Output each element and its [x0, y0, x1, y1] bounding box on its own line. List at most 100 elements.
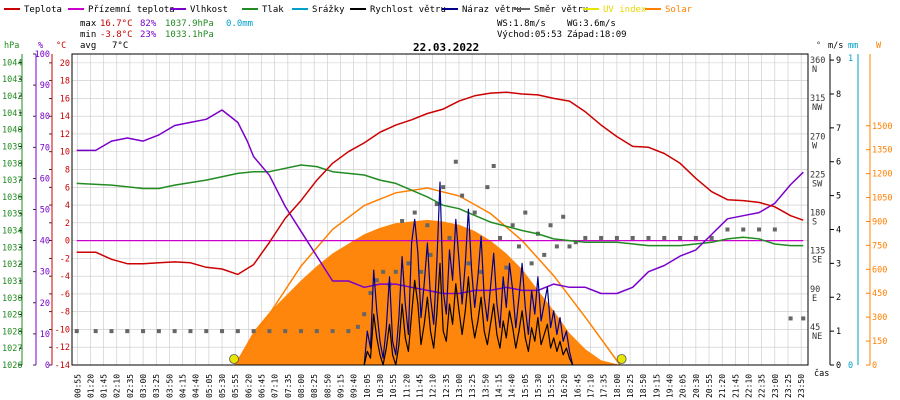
x-tick-label-48: 20:55: [705, 374, 714, 398]
wind-dir-point-34: [453, 159, 458, 164]
tick-dir-6: 90: [810, 285, 820, 295]
tick-rain-0: 1: [848, 54, 853, 64]
tick-dir-name-2: W: [812, 141, 818, 151]
tick-dir-0: 360: [810, 56, 825, 66]
tick-solar-7: 450: [872, 289, 887, 299]
tick-dir-name-3: SW: [812, 179, 823, 189]
wind-dir-point-48: [542, 252, 547, 257]
tick-dir-1: 315: [810, 94, 825, 104]
wind-dir-point-12: [267, 329, 272, 334]
x-tick-label-19: 08:50: [323, 374, 332, 398]
x-tick-label-13: 06:20: [244, 374, 253, 398]
uv-marker-0: [229, 354, 239, 364]
tick-rain-1: 0: [848, 361, 853, 371]
legend: Teplota Přízemní teplota Vlhkost Tlak Sr…: [4, 5, 693, 15]
wind-dir-point-14: [299, 329, 304, 334]
tick-hum-10: 0: [45, 361, 50, 371]
wind-direction-series: [74, 159, 806, 334]
x-tick-label-35: 15:30: [534, 374, 543, 398]
stat-min-press: 1033.1hPa: [165, 30, 214, 40]
wind-dir-point-41: [498, 235, 503, 240]
x-tick-label-5: 03:00: [139, 374, 148, 398]
x-tick-label-23: 10:30: [376, 374, 385, 398]
x-tick-label-9: 04:40: [192, 374, 201, 398]
tick-dir-2: 270: [810, 132, 825, 142]
x-tick-label-17: 08:00: [297, 374, 306, 398]
wind-dir-point-2: [109, 329, 114, 334]
tick-solar-1: 1350: [872, 146, 892, 156]
x-tick-label-27: 12:10: [429, 374, 438, 398]
legend-label-tlak: Tlak: [262, 5, 284, 15]
tick-press-9: 1035: [2, 210, 22, 220]
legend-label-uv-index: UV index: [603, 5, 647, 15]
tick-solar-4: 900: [872, 217, 887, 227]
tick-dir-7: 45: [810, 323, 820, 333]
tick-temp-10: 0: [65, 237, 70, 247]
wind-dir-point-24: [393, 269, 398, 274]
wind-dir-point-18: [355, 324, 360, 329]
x-tick-label-37: 16:20: [560, 374, 569, 398]
unit-pct: %: [38, 41, 43, 51]
x-tick-label-11: 05:30: [218, 374, 227, 398]
pressure-line: [76, 164, 804, 247]
tick-ms-6: 3: [836, 259, 841, 269]
wind-dir-point-39: [485, 185, 490, 190]
wind-dir-point-51: [561, 214, 566, 219]
wind-dir-point-66: [772, 227, 777, 232]
wind-dir-point-5: [156, 329, 161, 334]
wind-dir-point-58: [646, 235, 651, 240]
wind-dir-point-27: [412, 210, 417, 215]
tick-dir-name-5: SE: [812, 256, 822, 266]
x-tick-label-14: 06:45: [258, 374, 267, 398]
legend-label-rychlost-vetru: Rychlost větru: [370, 5, 446, 15]
x-tick-label-45: 19:40: [666, 374, 675, 398]
tick-hum-6: 40: [40, 237, 50, 247]
tick-temp-11: -2: [60, 254, 70, 264]
tick-temp-15: -10: [55, 325, 70, 335]
tick-solar-8: 300: [872, 313, 887, 323]
x-tick-label-47: 20:30: [692, 374, 701, 398]
tick-ms-8: 1: [836, 327, 841, 337]
tick-temp-14: -8: [60, 308, 70, 318]
wind-dir-point-26: [406, 261, 411, 266]
uv-markers: [229, 354, 627, 364]
x-tick-label-49: 21:20: [718, 374, 727, 398]
tick-ms-7: 2: [836, 293, 841, 303]
wind-dir-point-11: [251, 329, 256, 334]
wind-dir-point-36: [466, 261, 471, 266]
x-tick-label-38: 16:45: [573, 374, 582, 398]
wind-dir-point-49: [548, 223, 553, 228]
x-tick-label-21: 09:40: [350, 374, 359, 398]
wind-dir-point-64: [741, 227, 746, 232]
x-tick-label-12: 05:55: [231, 374, 240, 398]
unit-mm: mm: [848, 41, 858, 51]
wind-dir-point-13: [283, 329, 288, 334]
tick-press-6: 1038: [2, 159, 22, 169]
legend-label-smer-vetru: Směr větru: [534, 5, 588, 15]
wind-dir-point-6: [172, 329, 177, 334]
tick-ms-4: 5: [836, 192, 841, 202]
tick-press-1: 1043: [2, 75, 22, 85]
legend-label-vlhkost: Vlhkost: [190, 5, 228, 15]
x-tick-label-33: 14:40: [508, 374, 517, 398]
x-tick-label-41: 18:00: [613, 374, 622, 398]
wind-dir-point-43: [510, 223, 515, 228]
stat-max-hum: 82%: [140, 19, 157, 29]
tick-temp-9: 2: [65, 219, 70, 229]
x-tick-label-31: 13:50: [481, 374, 490, 398]
tick-ms-3: 6: [836, 158, 841, 168]
tick-hum-5: 50: [40, 206, 50, 216]
wind-dir-point-21: [374, 278, 379, 283]
stat-min-label: min: [80, 30, 96, 40]
x-tick-label-16: 07:35: [284, 374, 293, 398]
stat-sunrise: Východ:05:53: [497, 30, 562, 40]
plot-frame: [71, 53, 809, 366]
legend-label-solar: Solar: [665, 5, 693, 15]
stat-max-rain: 0.0mm: [226, 19, 253, 29]
tick-solar-5: 750: [872, 241, 887, 251]
tick-press-0: 1044: [2, 58, 22, 68]
tick-hum-3: 70: [40, 143, 50, 153]
x-tick-label-15: 07:10: [271, 374, 280, 398]
stat-avg-label: avg: [80, 41, 96, 51]
